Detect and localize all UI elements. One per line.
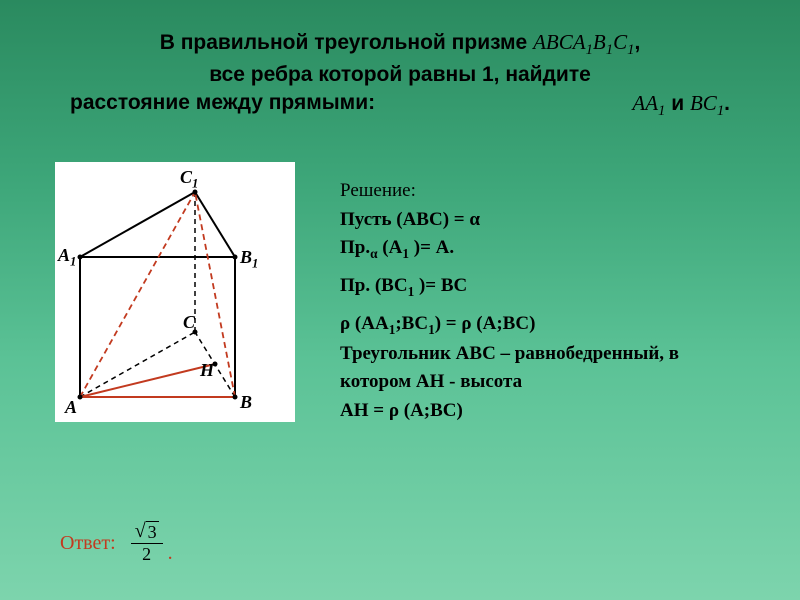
title3-vars: AA1 и BC1. [632, 89, 730, 122]
sol-l1: Пусть (ABC) = α [340, 206, 770, 235]
title-pre: В правильной треугольной призме [160, 31, 533, 54]
answer-fraction: √3 2 [131, 521, 163, 565]
title-block: В правильной треугольной призме ABCA1B1C… [0, 0, 800, 132]
answer-tail: . [168, 542, 173, 565]
label-C: C [183, 312, 195, 333]
sol-l6: AH = ρ (A;BC) [340, 397, 770, 426]
label-A1: A1 [58, 245, 76, 270]
title-line2: все ребра которой равны 1, найдите [40, 61, 760, 89]
prism-diagram: A B C A1 B1 C1 H [55, 162, 295, 422]
content-row: A B C A1 B1 C1 H Решение: Пусть (ABC) = … [0, 132, 800, 425]
solution-column: Решение: Пусть (ABC) = α Пр.α (A1 )= A. … [340, 152, 770, 425]
title3-pre: расстояние между прямыми: [70, 89, 375, 122]
title-post: , [634, 31, 640, 54]
diagram-column: A B C A1 B1 C1 H [30, 152, 320, 425]
answer-row: Ответ: √3 2 . [60, 521, 173, 565]
label-A: A [65, 397, 77, 418]
answer-label: Ответ: [60, 532, 116, 555]
sol-l5: Треугольник ABC – равнобедренный, в кото… [340, 340, 720, 397]
label-C1: C1 [180, 167, 198, 192]
label-H: H [200, 360, 214, 381]
title-line3: расстояние между прямыми: AA1 и BC1. [40, 89, 760, 122]
title-line1: В правильной треугольной призме ABCA1B1C… [40, 28, 760, 61]
sol-l3: Пр. (BC1 )= BC [340, 272, 770, 302]
sol-l2: Пр.α (A1 )= A. [340, 234, 770, 264]
solution-label: Решение: [340, 177, 770, 206]
title-var: ABCA1B1C1 [533, 30, 634, 54]
label-B: B [240, 392, 252, 413]
sol-l4: ρ (AA1;BC1) = ρ (A;BC) [340, 310, 770, 340]
label-B1: B1 [240, 247, 258, 272]
prism-svg [55, 162, 295, 422]
